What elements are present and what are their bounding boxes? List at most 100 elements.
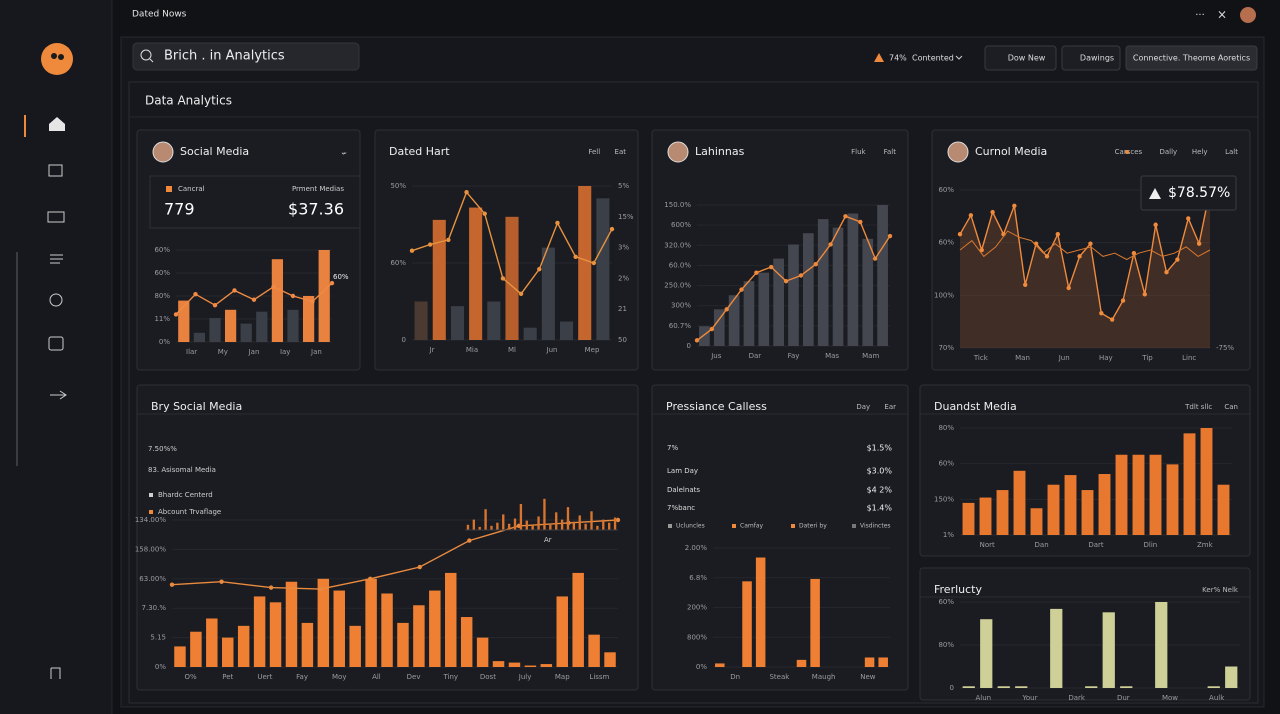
toolbar-button[interactable] [984, 45, 1057, 71]
line [959, 189, 1211, 321]
nav-icon[interactable] [50, 390, 67, 400]
bar [269, 602, 282, 667]
x-tick-label: Linc [1182, 354, 1196, 362]
card-control[interactable]: Lalt [1225, 148, 1238, 156]
search-text[interactable]: Brich . in Analytics [164, 49, 285, 64]
bar [596, 198, 610, 340]
spike-bar [519, 504, 523, 530]
card-title: Bry Social Media [151, 400, 242, 413]
row-label: 7%banc [667, 504, 695, 512]
bar [758, 272, 770, 346]
card-control[interactable]: Falt [884, 148, 897, 156]
point [968, 213, 974, 218]
home-icon[interactable] [49, 117, 65, 131]
card-control[interactable]: Fell [588, 148, 600, 156]
y2-tick-label: 3% [618, 244, 629, 252]
nav-icon[interactable] [48, 164, 63, 177]
x-tick-label: Mam [862, 352, 879, 360]
legend-swatch [791, 524, 795, 528]
bar [508, 662, 521, 667]
point [615, 517, 621, 523]
toolbar-button[interactable] [1061, 45, 1121, 71]
x-tick-label: Ilar [186, 348, 197, 356]
nav-icon[interactable] [49, 293, 63, 307]
card-control[interactable]: Hely [1192, 148, 1208, 156]
user-avatar[interactable] [41, 43, 73, 75]
card-control[interactable]: Day [856, 403, 870, 411]
card-control[interactable]: Fluk [851, 148, 866, 156]
card-control[interactable]: Tdlt sllc [1184, 403, 1212, 411]
bar [728, 295, 740, 346]
card-control[interactable]: Can [1224, 403, 1238, 411]
search-icon [140, 49, 152, 61]
point [212, 303, 218, 308]
search-box[interactable] [132, 42, 360, 71]
button-label[interactable]: Dow New [1008, 54, 1046, 63]
spike-bar [543, 498, 546, 530]
bar [817, 219, 829, 346]
bar [206, 618, 218, 667]
card-control[interactable]: Dally [1159, 148, 1177, 156]
bar [877, 205, 888, 346]
nav-icon[interactable] [48, 336, 64, 351]
y-tick-label: 300% [671, 302, 691, 310]
nav-icon[interactable] [47, 211, 65, 223]
card-control[interactable]: ⌄ [342, 148, 348, 156]
bar [962, 502, 975, 535]
annotation: Ar [544, 536, 552, 544]
y-tick-label: 11% [154, 315, 170, 323]
bar [365, 578, 377, 667]
bar [743, 281, 755, 346]
toolbar-button[interactable] [1125, 45, 1258, 71]
bar [240, 323, 252, 342]
nav-icon[interactable] [50, 667, 61, 679]
point [446, 237, 451, 243]
x-tick-label: Your [1022, 694, 1038, 702]
point [537, 266, 542, 272]
bar [237, 625, 250, 667]
bar [715, 663, 725, 667]
legend-label: Camfay [740, 523, 764, 530]
profile-avatar[interactable] [1240, 7, 1256, 23]
point [251, 297, 257, 302]
point [957, 232, 963, 237]
close-button[interactable]: × [1217, 8, 1227, 22]
button-label[interactable]: Connective. Theome Aoretics [1133, 54, 1250, 63]
bar [414, 301, 428, 340]
status-dropdown[interactable]: Contented [912, 54, 954, 63]
spike-bar [513, 518, 517, 530]
nav-icon[interactable] [50, 254, 63, 264]
y-tick-label: 800% [687, 633, 707, 641]
point [409, 248, 415, 253]
card-control[interactable]: Eat [615, 148, 627, 156]
point [858, 219, 863, 225]
point [609, 226, 615, 232]
card [651, 384, 909, 691]
legend-label: Visdinctes [860, 523, 891, 530]
x-tick-label: July [518, 673, 532, 681]
x-tick-label: Fay [296, 673, 308, 681]
point [518, 291, 524, 296]
bar [209, 318, 221, 342]
bar [540, 664, 553, 667]
point [1131, 251, 1137, 256]
x-tick-label: Dlin [1144, 541, 1158, 549]
status-icon [874, 53, 884, 62]
dropdown[interactable]: ⌄ [340, 148, 347, 157]
card-control[interactable]: Ear [884, 403, 896, 411]
button-label[interactable]: Dawings [1080, 54, 1114, 63]
card [919, 567, 1251, 701]
window-title: Dated Nows [132, 10, 187, 20]
bar [847, 213, 859, 346]
x-tick-label: Hay [1099, 354, 1113, 362]
menu-button[interactable]: ··· [1195, 10, 1205, 21]
spike-bar [537, 516, 540, 530]
legend-swatch [852, 524, 856, 528]
card-control[interactable]: Ker% Nelk [1202, 586, 1239, 594]
x-tick-label: Tip [1141, 354, 1153, 362]
bar [1207, 686, 1220, 688]
x-tick-label: Mep [585, 346, 600, 354]
y-tick-label: 60% [938, 598, 954, 606]
point [467, 538, 472, 543]
